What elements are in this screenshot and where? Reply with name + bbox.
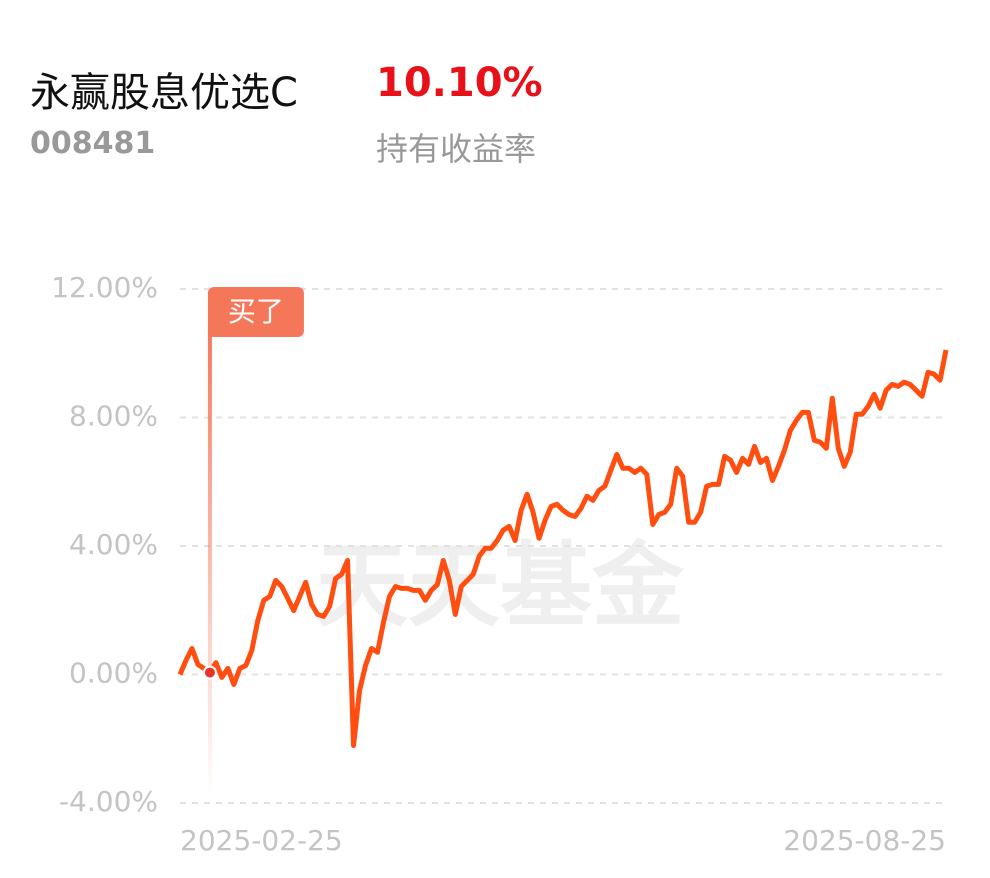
return-label: 持有收益率	[376, 130, 537, 168]
return-value: 10.10%	[376, 60, 543, 106]
x-tick-label: 2025-02-25	[180, 824, 343, 857]
y-tick-label: 4.00%	[69, 528, 158, 561]
y-tick-label: 8.00%	[69, 400, 158, 433]
buy-line	[207, 330, 212, 798]
buy-point	[202, 665, 217, 680]
fund-name: 永赢股息优选C	[30, 70, 298, 116]
x-tick-label: 2025-08-25	[783, 824, 946, 857]
fund-code: 008481	[30, 126, 156, 161]
buy-tag-label: 买了	[228, 295, 284, 328]
watermark: 天天基金	[316, 532, 685, 639]
y-tick-label: 12.00%	[51, 271, 158, 304]
y-tick-label: 0.00%	[69, 657, 158, 690]
buy-tag	[207, 287, 304, 337]
price-line	[177, 349, 949, 748]
y-tick-label: -4.00%	[59, 785, 158, 818]
